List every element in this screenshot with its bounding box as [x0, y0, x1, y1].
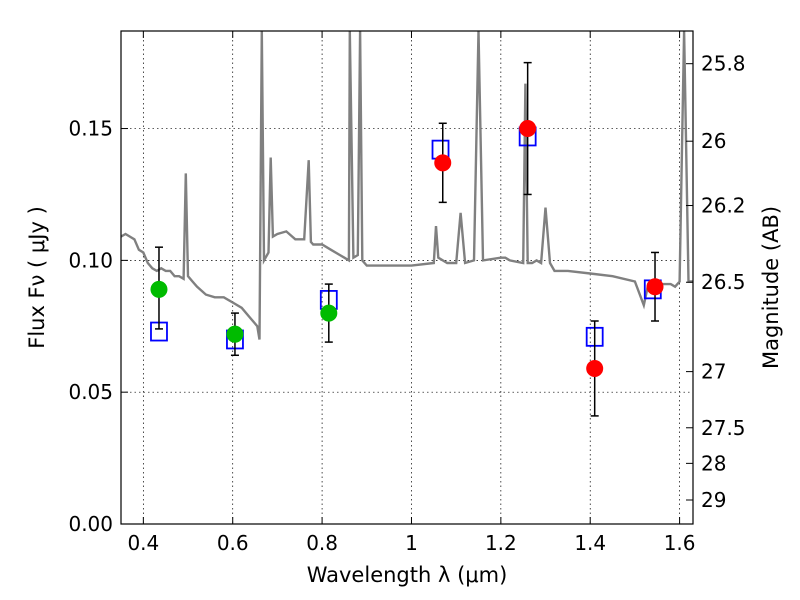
model-spectrum-line: [121, 31, 693, 340]
x-tick-label: 0.6: [217, 531, 249, 555]
x-axis-label: Wavelength λ (μm): [307, 563, 508, 587]
y2-tick-label: 29: [701, 488, 726, 512]
green-data-point: [320, 304, 338, 322]
y2-tick-label: 27: [701, 360, 726, 384]
x-tick-label: 0.8: [306, 531, 338, 555]
y-axis-label: Flux Fν ( μJy ): [25, 206, 49, 349]
y-tick-label: 0.15: [68, 117, 113, 141]
y-tick-label: 0.05: [68, 380, 113, 404]
y2-tick-label: 27.5: [701, 416, 746, 440]
y2-tick-label: 26: [701, 129, 726, 153]
grid: [121, 31, 693, 525]
y2-tick-label: 26.2: [701, 194, 746, 218]
y2-tick-label: 26.5: [701, 270, 746, 294]
green-data-point: [226, 325, 244, 343]
green-data-point: [150, 280, 168, 298]
x-tick-label: 1.2: [485, 531, 517, 555]
x-tick-label: 1: [405, 531, 418, 555]
y2-tick-label: 25.8: [701, 52, 746, 76]
model-spectrum: [121, 31, 693, 340]
y-tick-label: 0.10: [68, 248, 113, 272]
plot-frame: [120, 30, 694, 525]
y2-tick-label: 28: [701, 451, 726, 475]
x-tick-label: 1.4: [574, 531, 606, 555]
red-data-point: [646, 278, 664, 296]
y-tick-label: 0.00: [68, 512, 113, 536]
red-data-point: [586, 359, 604, 377]
x-tick-label: 0.4: [127, 531, 159, 555]
red-data-point: [434, 154, 452, 172]
red-data-point: [519, 120, 537, 138]
data-markers: [150, 61, 664, 417]
y2-axis-label: Magnitude (AB): [759, 206, 783, 369]
x-tick-label: 1.6: [664, 531, 696, 555]
axis-ticks: 0.4 0.6 0.8 1 1.2 1.4 1.6 0.00 0.05 0.10 0.15 25.8 2…: [68, 31, 746, 555]
